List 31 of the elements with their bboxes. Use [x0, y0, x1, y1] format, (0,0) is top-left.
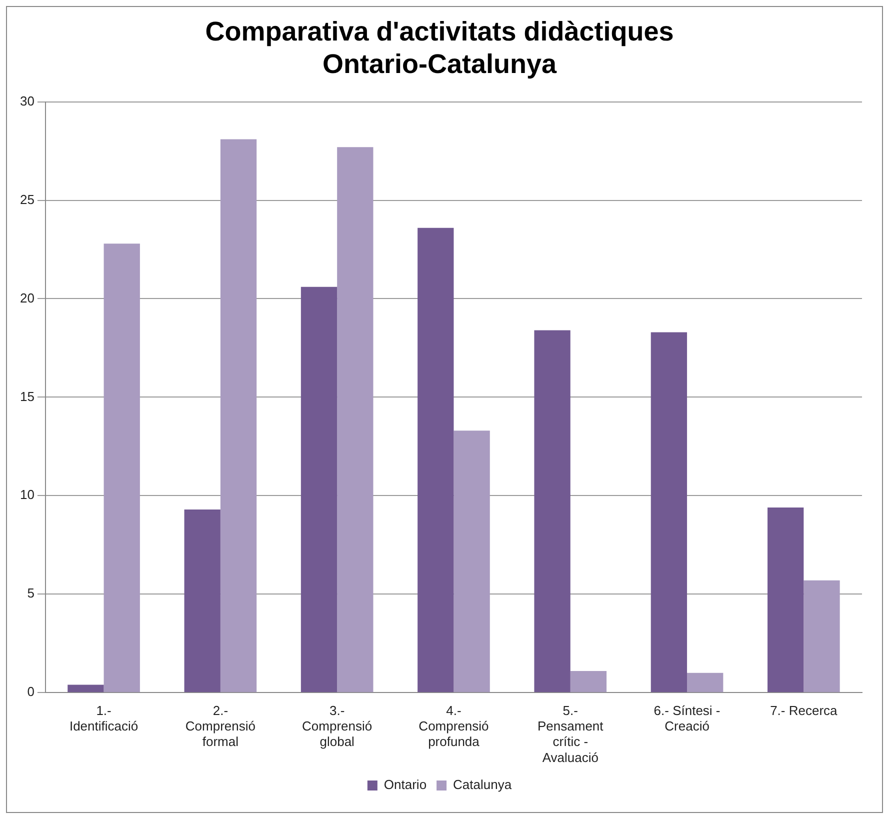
y-tick-label: 20: [20, 290, 34, 306]
bar: [534, 330, 570, 692]
bar: [337, 147, 374, 692]
bar: [454, 430, 490, 692]
bar: [768, 507, 804, 692]
legend-label: Catalunya: [453, 777, 512, 792]
x-tick-label: 7.- Recerca: [770, 702, 838, 718]
bar: [220, 139, 257, 692]
bar: [804, 580, 840, 692]
bar: [418, 228, 454, 692]
bar: [650, 332, 688, 692]
x-tick-label: 2.- Comprensió formal: [185, 702, 256, 750]
bar: [184, 509, 220, 692]
bar: [68, 684, 104, 692]
bar: [104, 244, 140, 692]
y-tick-label: 10: [20, 487, 34, 502]
y-tick-label: 5: [27, 586, 34, 601]
bar: [300, 286, 338, 692]
bar: [687, 672, 724, 692]
x-tick-label: 6.- Síntesi - Creació: [654, 702, 720, 734]
x-tick-label: 5.- Pensament crític - Avaluació: [537, 702, 604, 765]
y-tick-label: 15: [20, 388, 34, 404]
y-tick-label: 0: [27, 684, 34, 700]
x-tick-label: 1.- Identificació: [69, 702, 138, 734]
legend-label: Ontario: [384, 777, 427, 792]
bar: [570, 670, 607, 692]
x-tick-label: 3.- Comprensió global: [302, 702, 372, 750]
x-tick-label: 4.- Comprensió profunda: [418, 702, 489, 750]
y-tick-label: 30: [20, 93, 34, 108]
chart-title: Comparativa d'activitats didàctiques Ontario-Catalunya: [205, 16, 674, 80]
y-tick-label: 25: [20, 192, 34, 207]
